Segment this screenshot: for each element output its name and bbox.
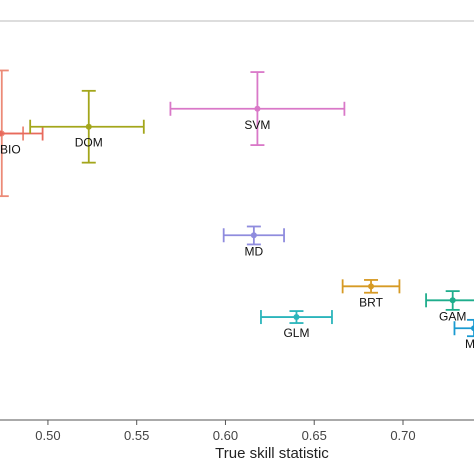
point-gam-7 [425,290,474,311]
point-svm-3 [169,71,346,146]
point-label-dom: DOM [75,136,103,150]
data-point [250,232,257,239]
data-point [368,283,375,290]
data-point [471,325,474,332]
x-tick-label: 0.60 [213,428,238,443]
data-point [254,105,261,112]
x-tick-label: 0.55 [124,428,149,443]
x-tick-label: 0.70 [390,428,415,443]
point-label-ma: MA [465,337,474,351]
point-label-bio: BIO [0,143,21,157]
point-glm-6 [260,310,333,325]
x-axis-title: True skill statistic [215,445,329,462]
point-brt-5 [341,279,401,294]
point-bio-1 [0,126,44,141]
x-tick-label: 0.65 [302,428,327,443]
point-dom-2 [29,89,145,164]
x-tick-label: 0.50 [35,428,60,443]
point-label-md: MD [245,244,264,258]
data-point [0,130,3,137]
point-label-brt: BRT [359,295,383,309]
data-point [293,314,300,321]
point-md-4 [222,225,285,246]
x-axis-ticks: 0.50 0.55 0.60 0.65 0.70 [35,420,416,443]
point-label-glm: GLM [283,326,309,340]
point-label-svm: SVM [244,118,270,132]
point-label-gam: GAM [439,309,466,323]
error-bar-points [0,69,474,338]
point-labels: BIO DOM SVM MD BRT GLM GAM MA [0,118,474,351]
point-ma-8 [453,318,474,338]
data-point [449,297,456,304]
data-point [85,123,92,130]
